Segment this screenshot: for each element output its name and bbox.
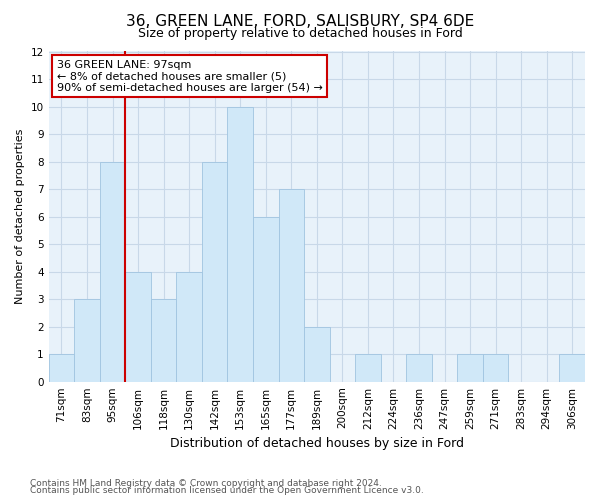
Bar [49, 354, 74, 382]
Text: 36 GREEN LANE: 97sqm
← 8% of detached houses are smaller (5)
90% of semi-detache: 36 GREEN LANE: 97sqm ← 8% of detached ho… [57, 60, 323, 93]
Bar [125, 272, 151, 382]
Bar [355, 354, 380, 382]
Bar [278, 189, 304, 382]
Bar [559, 354, 585, 382]
Text: 36, GREEN LANE, FORD, SALISBURY, SP4 6DE: 36, GREEN LANE, FORD, SALISBURY, SP4 6DE [126, 14, 474, 29]
Bar [227, 106, 253, 382]
Bar [304, 326, 329, 382]
Bar [457, 354, 483, 382]
Text: Contains HM Land Registry data © Crown copyright and database right 2024.: Contains HM Land Registry data © Crown c… [30, 478, 382, 488]
Bar [74, 299, 100, 382]
Bar [406, 354, 432, 382]
Bar [100, 162, 125, 382]
Text: Contains public sector information licensed under the Open Government Licence v3: Contains public sector information licen… [30, 486, 424, 495]
Text: Size of property relative to detached houses in Ford: Size of property relative to detached ho… [137, 28, 463, 40]
Bar [253, 216, 278, 382]
X-axis label: Distribution of detached houses by size in Ford: Distribution of detached houses by size … [170, 437, 464, 450]
Bar [483, 354, 508, 382]
Bar [151, 299, 176, 382]
Bar [202, 162, 227, 382]
Y-axis label: Number of detached properties: Number of detached properties [15, 129, 25, 304]
Bar [176, 272, 202, 382]
